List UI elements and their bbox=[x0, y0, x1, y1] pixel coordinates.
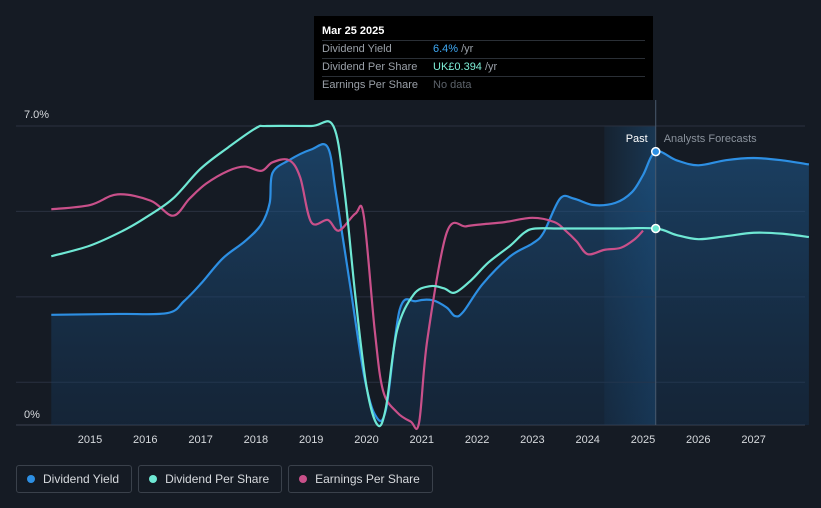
chart-legend: Dividend Yield Dividend Per Share Earnin… bbox=[16, 465, 433, 493]
x-tick-label: 2019 bbox=[299, 434, 323, 446]
tooltip-value: UK£0.394 bbox=[433, 61, 482, 73]
legend-dot-icon bbox=[299, 475, 308, 483]
tooltip-label: Earnings Per Share bbox=[322, 79, 418, 91]
tooltip-value: 6.4% bbox=[433, 43, 459, 55]
tooltip-label: Dividend Per Share bbox=[322, 61, 418, 73]
x-axis: 2015 2016 2017 2018 2019 2020 2021 2022 2023 2024… bbox=[78, 434, 766, 446]
y-axis-bottom-label: 0% bbox=[24, 409, 40, 421]
x-tick-label: 2020 bbox=[354, 434, 378, 446]
x-tick-label: 2027 bbox=[741, 434, 765, 446]
hover-markers bbox=[650, 146, 661, 234]
y-axis-top-label: 7.0% bbox=[24, 109, 49, 121]
x-tick-label: 2015 bbox=[78, 434, 102, 446]
x-tick-label: 2023 bbox=[520, 434, 544, 446]
yield-area bbox=[51, 144, 809, 425]
legend-dividend-yield[interactable]: Dividend Yield bbox=[16, 465, 133, 493]
legend-label: Dividend Per Share bbox=[165, 472, 270, 486]
chart-tooltip: Mar 25 2025 Dividend Yield 6.4% /yr Divi… bbox=[314, 16, 653, 100]
tooltip-label: Dividend Yield bbox=[322, 43, 392, 55]
tooltip-unit: /yr bbox=[484, 61, 498, 73]
legend-dividend-per-share[interactable]: Dividend Per Share bbox=[138, 465, 283, 493]
legend-label: Earnings Per Share bbox=[315, 472, 420, 486]
past-region-label: Past bbox=[626, 133, 648, 145]
tooltip-row-dividend-per-share: Dividend Per Share UK£0.394 /yr bbox=[322, 58, 645, 76]
dividend-yield-line bbox=[51, 143, 810, 423]
forecast-region-label: Analysts Forecasts bbox=[664, 133, 757, 145]
tooltip-row-dividend-yield: Dividend Yield 6.4% /yr bbox=[322, 40, 645, 58]
dividend-per-share-marker bbox=[650, 223, 661, 234]
tooltip-date: Mar 25 2025 bbox=[322, 25, 385, 37]
legend-label: Dividend Yield bbox=[43, 472, 120, 486]
x-tick-label: 2026 bbox=[686, 434, 710, 446]
x-tick-label: 2025 bbox=[631, 434, 655, 446]
tooltip-unit: /yr bbox=[461, 43, 474, 55]
x-tick-label: 2022 bbox=[465, 434, 489, 446]
x-tick-label: 2024 bbox=[575, 434, 599, 446]
dividend-yield-area bbox=[51, 144, 809, 425]
x-tick-label: 2021 bbox=[410, 434, 434, 446]
legend-dot-icon bbox=[27, 475, 35, 483]
legend-earnings-per-share[interactable]: Earnings Per Share bbox=[288, 465, 433, 493]
legend-dot-icon bbox=[149, 475, 158, 483]
tooltip-row-earnings-per-share: Earnings Per Share No data bbox=[322, 76, 645, 94]
x-tick-label: 2017 bbox=[188, 434, 212, 446]
x-tick-label: 2016 bbox=[133, 434, 157, 446]
x-tick-label: 2018 bbox=[244, 434, 268, 446]
earnings-per-share-line bbox=[51, 158, 644, 431]
dividend-yield-marker bbox=[650, 146, 661, 157]
tooltip-value: No data bbox=[433, 79, 472, 91]
